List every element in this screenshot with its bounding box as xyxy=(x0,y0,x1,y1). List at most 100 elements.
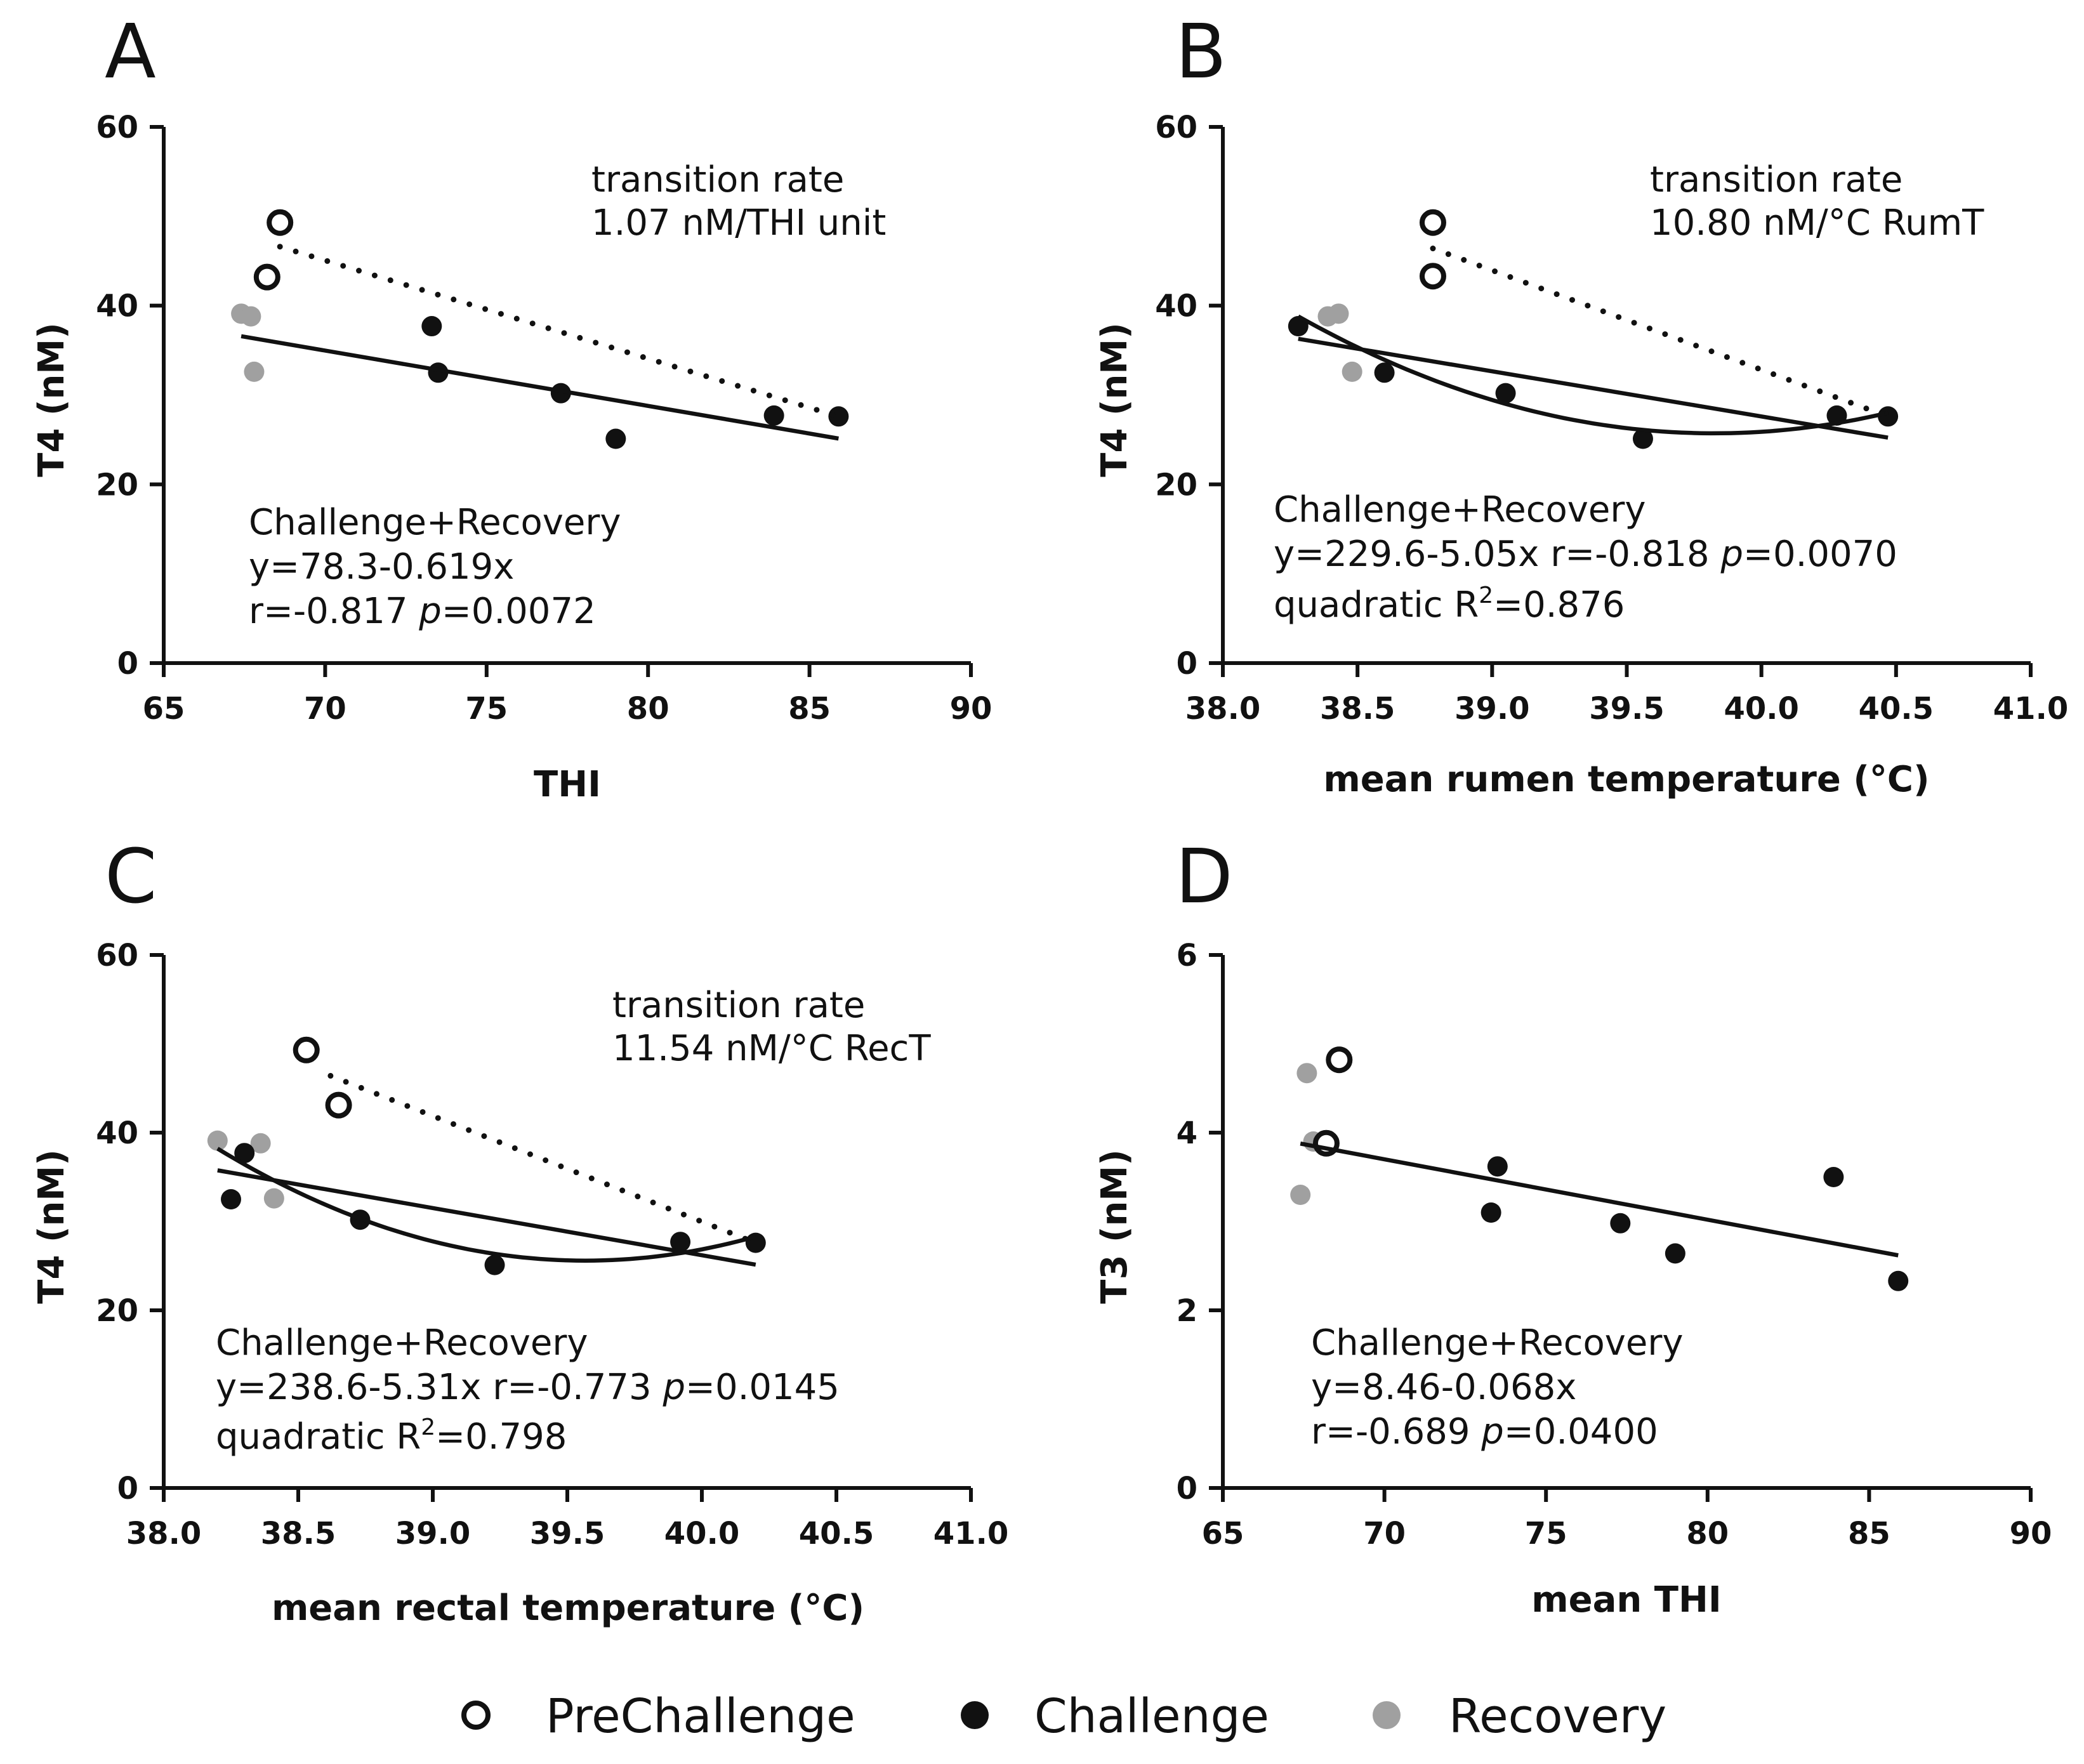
x-axis-title-b: mean rumen temperature (°C) xyxy=(1323,759,1929,800)
point-prechallenge-b xyxy=(1419,209,1446,236)
y-tick-label-a: 0 xyxy=(117,646,138,681)
point-challenge-d xyxy=(1888,1270,1909,1291)
panel-c: C 38.0 38.5 39.0 39.5 40.0 40.5 41.0 0 20 40 60 me… xyxy=(31,833,1008,1629)
legend-marker-recovery xyxy=(1373,1701,1401,1729)
stats-eq-c: y=238.6-5.31x r=-0.773 xyxy=(216,1367,663,1408)
transition-rate-value-c: 11.54 nM/°C RecT xyxy=(612,1028,931,1069)
point-prechallenge-a xyxy=(253,263,280,291)
point-challenge-d xyxy=(1481,1202,1501,1223)
x-axis-title-c: mean rectal temperature (°C) xyxy=(272,1588,864,1629)
point-challenge-a xyxy=(605,428,626,449)
x-tick-label-b: 39.5 xyxy=(1589,691,1664,727)
point-recovery-d xyxy=(1290,1185,1311,1205)
x-tick-label-a: 65 xyxy=(143,691,185,727)
point-challenge-a xyxy=(828,406,849,427)
x-tick-label-b: 40.5 xyxy=(1859,691,1934,727)
x-tick-label-d: 70 xyxy=(1363,1516,1406,1551)
x-axis-title-d: mean THI xyxy=(1531,1579,1721,1621)
x-tick-label-a: 90 xyxy=(950,691,993,727)
point-challenge-a xyxy=(421,316,442,337)
x-tick-label-c: 39.5 xyxy=(530,1516,605,1551)
stats-p-value-a: =0.0072 xyxy=(442,591,596,632)
legend-label-challenge: Challenge xyxy=(1034,1689,1269,1744)
stats-r-d: r=-0.689 xyxy=(1311,1411,1481,1452)
stats-line-3-c: quadratic R2=0.798 xyxy=(216,1414,567,1458)
stats-eq-b: y=229.6-5.05x r=-0.818 xyxy=(1274,534,1720,575)
transition-rate-value-a: 1.07 nM/THI unit xyxy=(591,202,886,244)
legend: PreChallenge Challenge Recovery xyxy=(461,1689,1666,1744)
y-tick-label-d: 2 xyxy=(1177,1293,1197,1329)
x-tick-label-d: 90 xyxy=(2010,1516,2052,1551)
x-tick-label-c: 40.0 xyxy=(664,1516,739,1551)
x-tick-label-d: 75 xyxy=(1525,1516,1567,1551)
panel-a: A 65 70 75 80 85 90 0 20 40 60 THI T4 (nM) transi… xyxy=(31,8,992,805)
transition-dotted-line-c xyxy=(327,1072,759,1246)
point-challenge-b xyxy=(1632,428,1653,449)
x-tick-label-a: 75 xyxy=(465,691,508,727)
stats-p-value-b: =0.0070 xyxy=(1743,534,1897,575)
stats-line-2-a: y=78.3-0.619x xyxy=(249,546,514,588)
plot-b: 38.0 38.5 39.0 39.5 40.0 40.5 41.0 0 20 40 60 xyxy=(1155,110,2068,727)
panel-d: D 65 70 75 80 85 90 0 2 4 6 mean THI T3 (nM) Chal… xyxy=(1094,833,2052,1621)
stats-r-a: r=-0.817 xyxy=(249,591,419,632)
transition-dotted-line-a xyxy=(277,244,841,419)
point-challenge-d xyxy=(1823,1167,1844,1187)
point-recovery-c xyxy=(250,1133,271,1154)
stats-line-1-d: Challenge+Recovery xyxy=(1311,1322,1684,1364)
linear-fit-line-a xyxy=(241,334,839,441)
x-tick-label-a: 80 xyxy=(627,691,669,727)
point-challenge-d xyxy=(1610,1213,1631,1234)
point-prechallenge-a xyxy=(267,209,294,236)
transition-rate-label-a: transition rate xyxy=(591,159,844,201)
panel-letter-a: A xyxy=(105,8,156,95)
point-challenge-c xyxy=(484,1254,505,1275)
legend-marker-challenge xyxy=(961,1701,989,1729)
x-tick-label-a: 85 xyxy=(788,691,831,727)
x-tick-label-c: 38.0 xyxy=(126,1516,201,1551)
x-tick-label-b: 41.0 xyxy=(1993,691,2068,727)
y-axis-title-d: T3 (nM) xyxy=(1094,1149,1135,1303)
x-tick-label-b: 40.0 xyxy=(1724,691,1798,727)
stats-p-symbol-c: p xyxy=(662,1367,685,1408)
stats-p-symbol-b: p xyxy=(1720,534,1743,575)
transition-dotted-line-b xyxy=(1430,246,1891,419)
point-recovery-a xyxy=(244,361,265,382)
legend-marker-prechallenge xyxy=(461,1701,491,1730)
y-tick-label-d: 0 xyxy=(1177,1471,1197,1506)
stats-line-2-d: y=8.46-0.068x xyxy=(1311,1367,1576,1408)
point-recovery-c xyxy=(263,1188,284,1209)
x-tick-label-b: 39.0 xyxy=(1454,691,1529,727)
stats-line-1-a: Challenge+Recovery xyxy=(249,502,621,543)
y-tick-label-b: 20 xyxy=(1155,467,1197,503)
quadratic-fit-curve-c xyxy=(216,1147,756,1263)
point-challenge-d xyxy=(1487,1156,1508,1177)
point-challenge-d xyxy=(1665,1243,1685,1264)
x-tick-label-b: 38.0 xyxy=(1185,691,1260,727)
x-tick-label-c: 40.5 xyxy=(799,1516,874,1551)
x-tick-label-d: 80 xyxy=(1686,1516,1729,1551)
plot-d: 65 70 75 80 85 90 0 2 4 6 xyxy=(1177,938,2052,1551)
legend-label-prechallenge: PreChallenge xyxy=(546,1689,855,1744)
point-recovery-d xyxy=(1296,1063,1317,1084)
stats-line-2-b: y=229.6-5.05x r=-0.818 p=0.0070 xyxy=(1274,534,1897,575)
y-tick-label-d: 6 xyxy=(1177,938,1197,973)
stats-quad-b: quadratic R xyxy=(1274,584,1479,626)
stats-sup-c: 2 xyxy=(421,1414,435,1440)
linear-fit-line-d xyxy=(1300,1142,1899,1258)
y-tick-label-c: 20 xyxy=(96,1293,138,1329)
transition-rate-label-c: transition rate xyxy=(612,985,865,1026)
panel-letter-c: C xyxy=(105,833,157,920)
point-recovery-b xyxy=(1342,361,1362,382)
x-tick-label-d: 65 xyxy=(1202,1516,1244,1551)
point-challenge-b xyxy=(1495,383,1516,404)
transition-rate-label-b: transition rate xyxy=(1650,159,1903,201)
point-challenge-c xyxy=(221,1189,241,1209)
stats-p-value-d: =0.0400 xyxy=(1504,1411,1658,1452)
point-challenge-b xyxy=(1878,406,1899,427)
point-challenge-c xyxy=(670,1232,691,1253)
legend-label-recovery: Recovery xyxy=(1449,1689,1666,1744)
quadratic-fit-curve-b xyxy=(1297,314,1889,436)
x-tick-label-b: 38.5 xyxy=(1320,691,1395,727)
plot-a: 65 70 75 80 85 90 0 20 40 60 xyxy=(96,110,992,727)
panel-letter-d: D xyxy=(1175,833,1233,920)
